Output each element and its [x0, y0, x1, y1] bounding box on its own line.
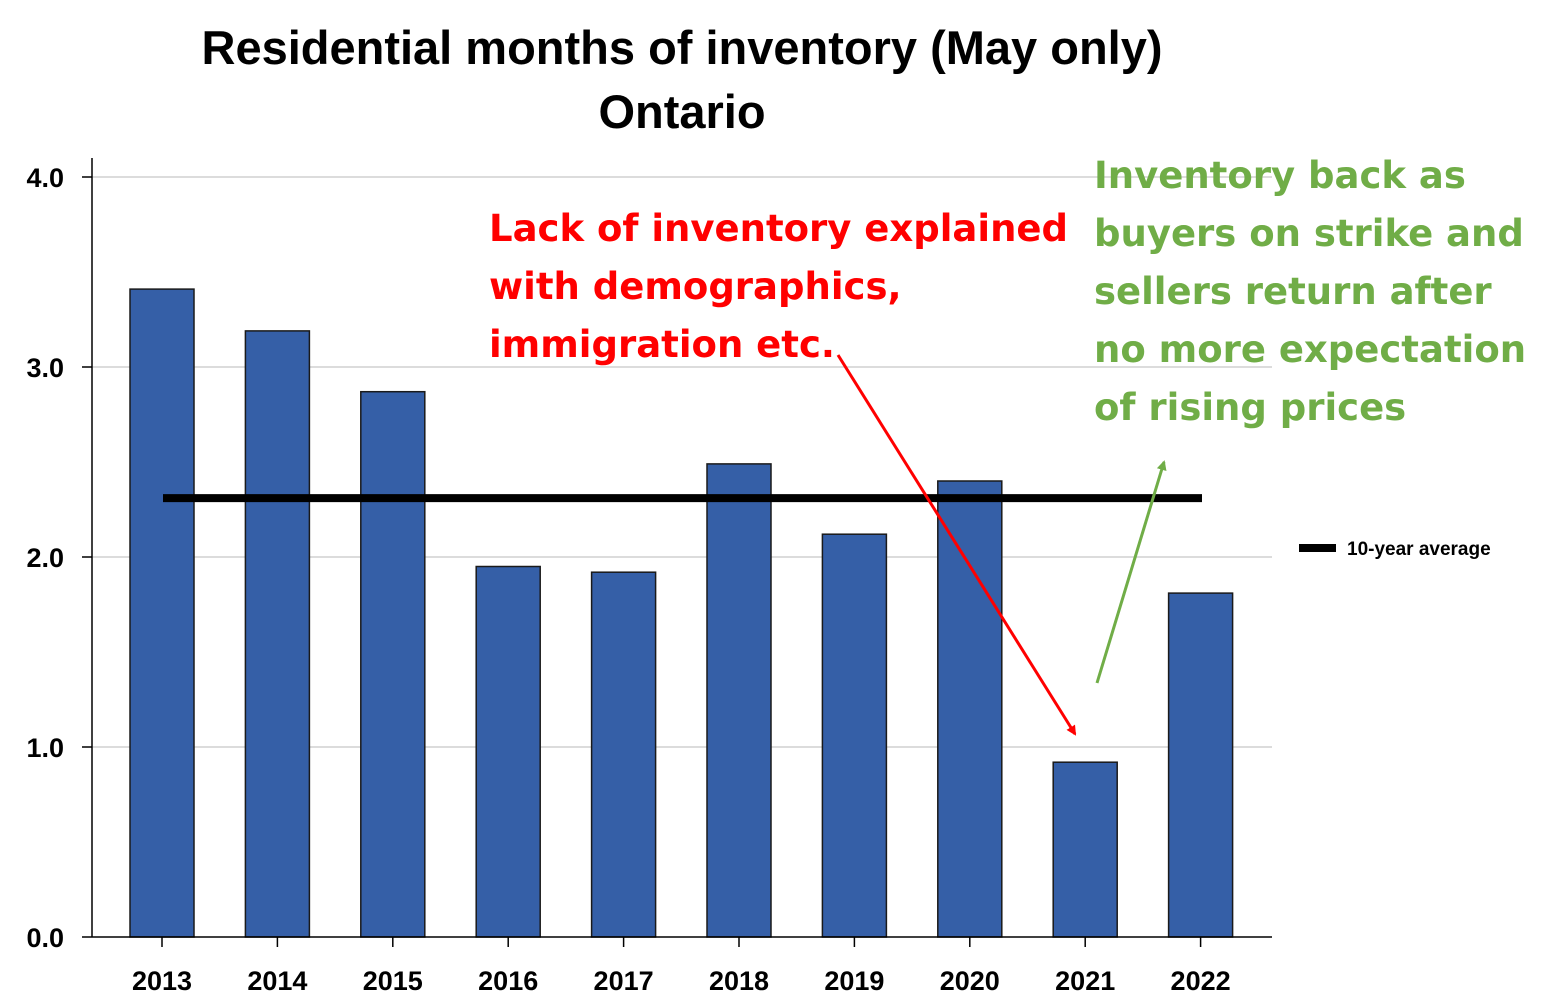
- green-annotation-line: of rising prices: [1094, 386, 1407, 429]
- chart-title: Residential months of inventory (May onl…: [201, 21, 1163, 74]
- bar-2017: [590, 571, 657, 938]
- bar-2020: [937, 480, 1003, 938]
- x-tick-label: 2013: [132, 966, 192, 996]
- red-annotation-line: immigration etc.: [489, 323, 835, 366]
- y-tick-label: 3.0: [26, 353, 64, 383]
- red-annotation-line: Lack of inventory explained: [489, 207, 1068, 250]
- x-tick-label: 2022: [1171, 966, 1231, 996]
- bar-2018: [706, 463, 772, 938]
- x-tick-label: 2018: [709, 966, 769, 996]
- bar-2019: [821, 533, 888, 938]
- x-tick-label: 2021: [1055, 966, 1115, 996]
- x-tick-label: 2015: [363, 966, 423, 996]
- red-annotation: Lack of inventory explained with demogra…: [489, 200, 1068, 374]
- x-tick-label: 2017: [594, 966, 654, 996]
- legend-label: 10-year average: [1347, 539, 1491, 560]
- bar-2016: [475, 565, 541, 938]
- bar-2013: [129, 288, 195, 938]
- bar-2021: [1052, 761, 1118, 938]
- x-tick-label: 2020: [940, 966, 1000, 996]
- green-annotation-line: Inventory back as: [1094, 154, 1466, 197]
- green-annotation-line: no more expectation: [1094, 328, 1527, 371]
- bar-2022: [1167, 592, 1234, 938]
- green-annotation-arrow: [1095, 460, 1167, 684]
- green-annotation: Inventory back as buyers on strike and s…: [1094, 147, 1526, 437]
- y-tick-label: 0.0: [26, 923, 64, 953]
- legend: 10-year average: [1299, 539, 1491, 560]
- y-tick-label: 1.0: [26, 733, 64, 763]
- red-annotation-arrow: [836, 354, 1077, 736]
- red-annotation-line: with demographics,: [489, 265, 902, 308]
- x-tick-label: 2016: [478, 966, 538, 996]
- y-tick-label: 4.0: [26, 163, 64, 193]
- y-tick-label: 2.0: [26, 543, 64, 573]
- chart-subtitle: Ontario: [598, 85, 766, 138]
- bar-2015: [360, 390, 426, 938]
- green-annotation-line: buyers on strike and: [1094, 212, 1524, 255]
- bar-2014: [244, 330, 311, 938]
- x-tick-label: 2019: [824, 966, 884, 996]
- legend-swatch: [1299, 544, 1336, 552]
- x-tick-label: 2014: [247, 966, 307, 996]
- green-annotation-line: sellers return after: [1094, 270, 1492, 313]
